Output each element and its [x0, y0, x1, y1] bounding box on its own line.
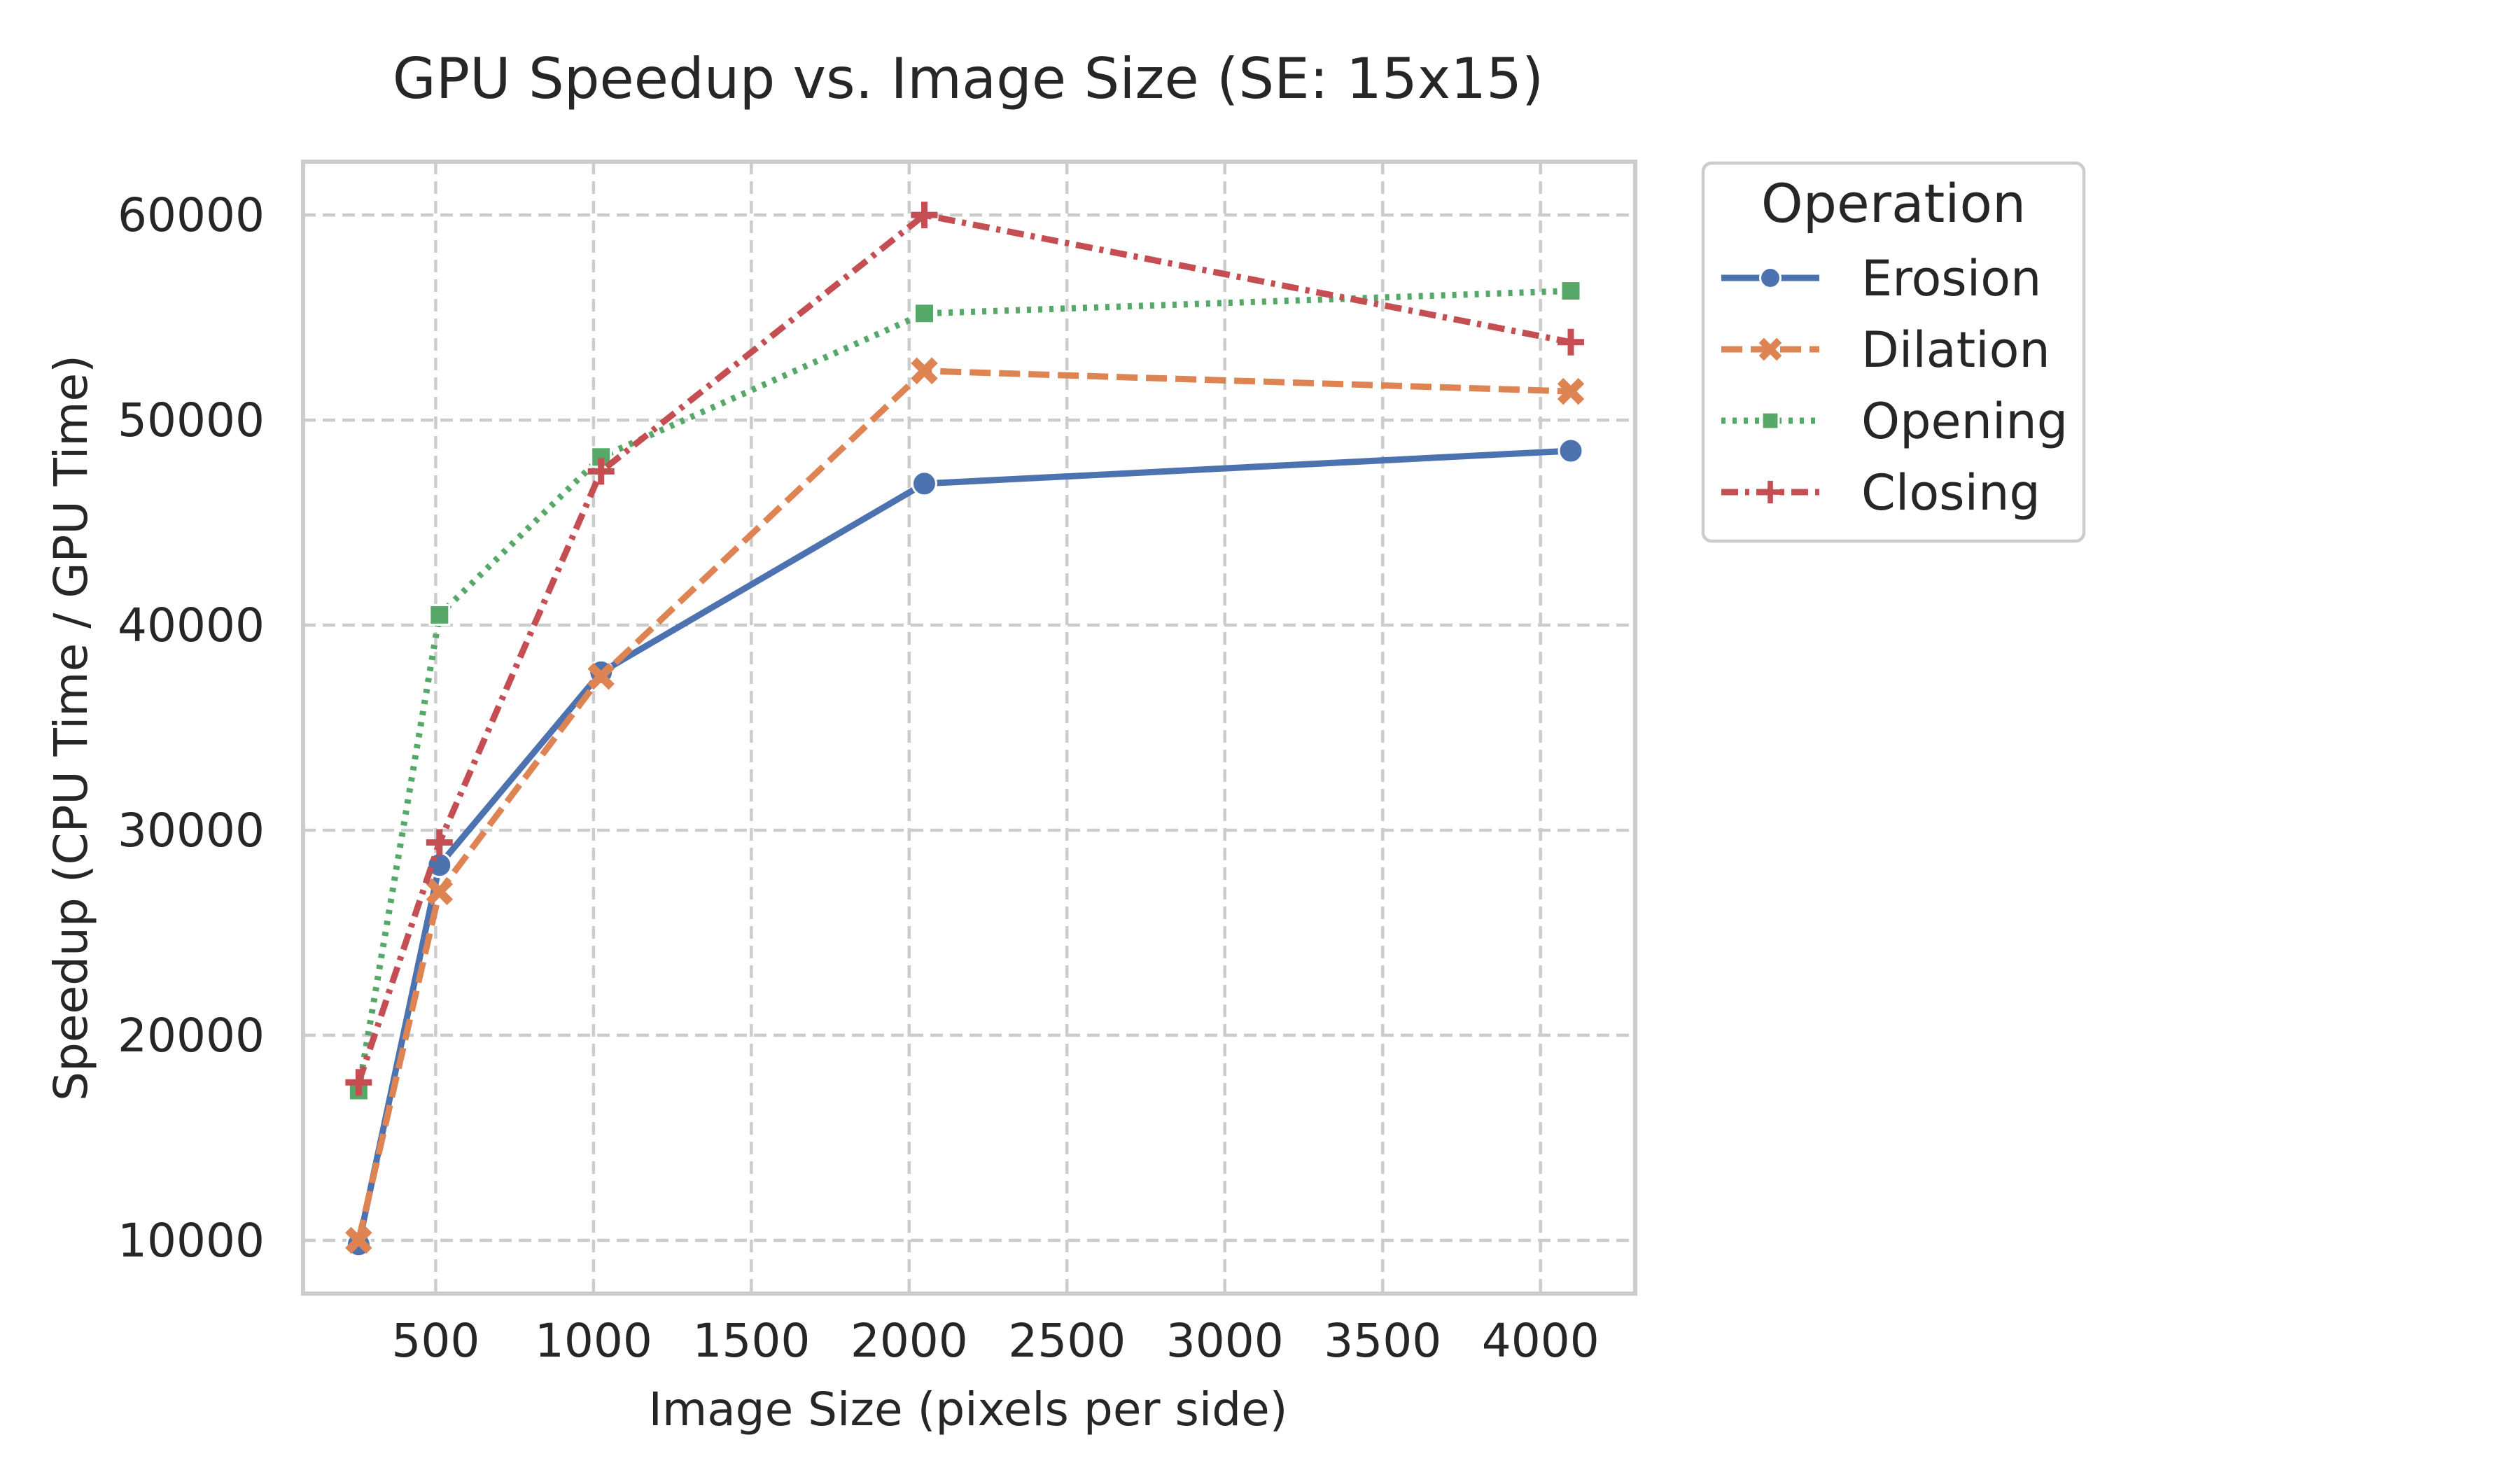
erosion-point: [911, 470, 937, 497]
closing-point: [345, 1069, 372, 1096]
legend-item-dilation: Dilation: [1721, 321, 2050, 379]
legend-item-closing: Closing: [1721, 464, 2040, 522]
grid-layer: [303, 162, 1635, 1294]
plot-frame: [301, 160, 1637, 1296]
x-tick-label: 1500: [692, 1314, 810, 1368]
legend-title: Operation: [1761, 172, 2026, 234]
legend-label-closing: Closing: [1861, 464, 2040, 522]
opening-line: [355, 288, 1572, 1091]
legend-marker-dilation: [1758, 337, 1782, 361]
closing-point: [426, 829, 453, 856]
closing-point: [587, 458, 615, 485]
legend-box: [1701, 161, 2086, 543]
opening-point: [428, 603, 451, 626]
legend-marker-closing: [1758, 480, 1782, 504]
x-axis-label: Image Size (pixels per side): [648, 1382, 1287, 1436]
series-layer: [345, 202, 1585, 1258]
x-tick-label: 500: [391, 1314, 479, 1368]
tick-layer: 500 1000 1500 2000 2500 3000 3500 4000 10000 2000…: [118, 188, 1600, 1368]
y-tick-label: 20000: [118, 1009, 265, 1063]
dilation-point: [911, 357, 938, 385]
y-tick-label: 50000: [118, 393, 265, 447]
opening-point: [913, 302, 935, 325]
series-closing: [345, 202, 1585, 1096]
x-tick-label: 2000: [850, 1314, 968, 1368]
chart-title: GPU Speedup vs. Image Size (SE: 15x15): [393, 46, 1544, 111]
x-tick-label: 1000: [535, 1314, 652, 1368]
legend-item-erosion: Erosion: [1721, 250, 2041, 307]
series-opening: [347, 280, 1582, 1102]
legend: Operation Erosion Dilation Opening Closing: [1701, 161, 2086, 543]
legend-item-opening: Opening: [1721, 393, 2068, 450]
dilation-line: [355, 368, 1572, 1241]
y-axis-label: Speedup (CPU Time / GPU Time): [44, 355, 98, 1101]
legend-marker-erosion: [1759, 267, 1782, 289]
dilation-point: [1557, 377, 1585, 405]
dilation-point: [426, 878, 454, 906]
closing-line: [356, 211, 1572, 1084]
series-dilation: [345, 357, 1585, 1254]
dilation-point: [587, 663, 615, 690]
legend-items: Erosion Dilation Opening Closing: [1721, 250, 2068, 522]
legend-label-dilation: Dilation: [1861, 321, 2050, 379]
closing-point: [1558, 328, 1585, 356]
opening-point: [1560, 280, 1582, 302]
legend-label-opening: Opening: [1861, 393, 2068, 450]
x-tick-label: 4000: [1482, 1314, 1600, 1368]
series-erosion: [345, 438, 1584, 1258]
x-tick-label: 3500: [1324, 1314, 1441, 1368]
legend-marker-opening: [1760, 411, 1780, 430]
legend-label-erosion: Erosion: [1861, 250, 2041, 307]
erosion-point: [1558, 438, 1584, 464]
x-tick-label: 2500: [1008, 1314, 1126, 1368]
y-tick-label: 60000: [118, 188, 265, 242]
dilation-point: [345, 1226, 372, 1254]
closing-point: [911, 202, 938, 229]
x-tick-label: 3000: [1166, 1314, 1284, 1368]
erosion-line: [355, 447, 1572, 1245]
y-tick-label: 10000: [118, 1214, 265, 1268]
y-tick-label: 40000: [118, 598, 265, 652]
y-tick-label: 30000: [118, 804, 265, 858]
